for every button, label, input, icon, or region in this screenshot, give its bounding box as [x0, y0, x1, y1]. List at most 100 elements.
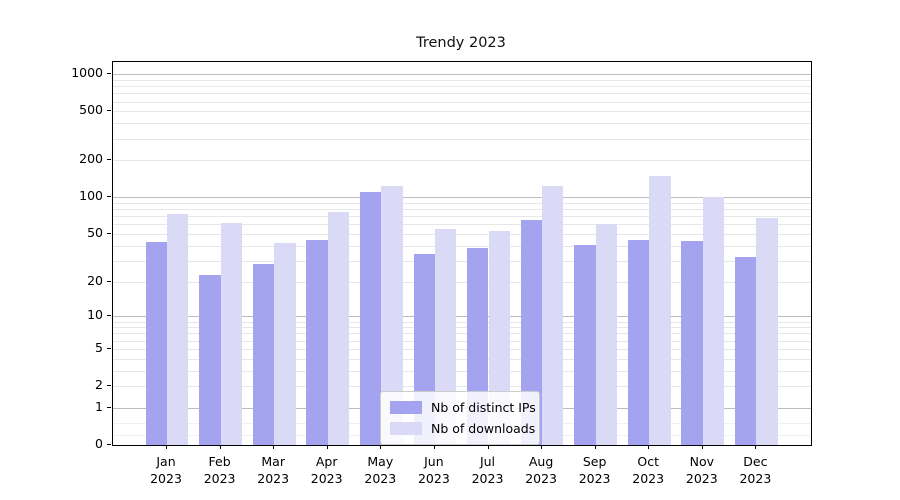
- x-tick-label: May 2023: [364, 454, 397, 486]
- bar-downloads-may: [381, 185, 403, 445]
- gridline-minor: [113, 209, 811, 211]
- y-tick-mark: [107, 233, 111, 234]
- chart-title: Trendy 2023: [416, 35, 506, 51]
- bar-ips-oct: [627, 239, 650, 445]
- gridline-minor: [113, 348, 811, 350]
- bar-downloads-aug: [542, 185, 564, 445]
- y-tick-mark: [107, 110, 111, 112]
- gridline-minor: [113, 386, 811, 388]
- bar-ips-aug: [520, 220, 543, 445]
- gridline-minor: [113, 321, 811, 323]
- y-tick-label: 5: [95, 339, 103, 355]
- legend-swatch-downloads: [390, 422, 422, 435]
- x-tick-mark: [755, 445, 757, 449]
- bar-downloads-feb: [220, 222, 242, 445]
- legend-item-distinct-ips: Nb of distinct IPs: [390, 397, 536, 418]
- x-tick-label: Dec 2023: [739, 454, 772, 486]
- gridline-major: [113, 316, 811, 318]
- x-tick-mark: [166, 445, 167, 449]
- bar-ips-jan: [145, 242, 167, 445]
- plot-area: [112, 61, 812, 446]
- bar-ips-mar: [252, 264, 275, 445]
- y-tick-label: 10: [87, 307, 103, 323]
- x-tick-mark: [541, 445, 543, 449]
- legend: Nb of distinct IPs Nb of downloads: [380, 391, 540, 445]
- x-tick-label: Sep 2023: [578, 454, 611, 486]
- gridline-minor: [113, 340, 811, 342]
- gridline-minor: [113, 80, 811, 81]
- y-tick-mark: [107, 385, 111, 387]
- gridline-minor: [113, 86, 811, 88]
- x-tick-label: Jul 2023: [471, 454, 504, 486]
- legend-swatch-distinct-ips: [390, 401, 422, 414]
- gridline-major: [113, 197, 811, 199]
- bar-ips-dec: [735, 257, 757, 445]
- x-tick-label: Oct 2023: [632, 454, 665, 486]
- gridline-minor: [113, 216, 811, 218]
- x-tick-label: Mar 2023: [257, 454, 290, 486]
- gridline-minor: [113, 138, 811, 140]
- y-tick-label: 50: [87, 225, 103, 240]
- x-tick-label: Jun 2023: [417, 454, 450, 486]
- x-tick-mark: [701, 445, 703, 449]
- y-tick-label: 2: [95, 377, 103, 393]
- gridline-minor: [113, 93, 811, 95]
- y-tick-mark: [107, 347, 111, 349]
- y-tick-mark: [107, 159, 111, 161]
- y-tick-label: 20: [87, 272, 103, 288]
- y-tick-label: 1: [95, 398, 103, 414]
- gridline-minor: [113, 234, 811, 235]
- gridline-minor: [113, 123, 811, 125]
- bar-downloads-sep: [595, 224, 617, 445]
- x-tick-label: Nov 2023: [685, 454, 718, 486]
- x-tick-label: Aug 2023: [525, 454, 557, 486]
- y-tick-mark: [107, 315, 111, 317]
- gridline-minor: [113, 370, 811, 372]
- legend-label: Nb of distinct IPs: [431, 400, 536, 415]
- bar-ips-apr: [306, 239, 328, 445]
- bar-downloads-mar: [274, 243, 296, 445]
- x-tick-label: Jan 2023: [150, 454, 182, 486]
- bar-downloads-nov: [702, 197, 725, 445]
- x-tick-label: Feb 2023: [203, 454, 236, 486]
- x-tick-label: Apr 2023: [310, 454, 343, 486]
- gridline-minor: [113, 203, 811, 204]
- y-tick-mark: [107, 280, 111, 282]
- bar-ips-feb: [199, 274, 221, 445]
- gridline-minor: [113, 224, 811, 226]
- x-tick-mark: [594, 445, 596, 449]
- y-tick-label: 0: [95, 436, 103, 451]
- y-tick-mark: [107, 406, 111, 408]
- y-tick-mark: [107, 444, 111, 445]
- bar-ips-nov: [681, 240, 703, 445]
- y-tick-label: 1000: [71, 65, 103, 81]
- bar-downloads-oct: [649, 175, 671, 445]
- y-tick-label: 500: [79, 102, 103, 118]
- gridline-minor: [113, 111, 811, 113]
- x-tick-mark: [487, 445, 489, 449]
- gridline-minor: [113, 245, 811, 247]
- gridline-minor: [113, 358, 811, 360]
- gridline-minor: [113, 281, 811, 283]
- bar-downloads-dec: [756, 217, 778, 445]
- gridline-major: [113, 74, 811, 76]
- legend-item-downloads: Nb of downloads: [390, 418, 535, 439]
- gridline-minor: [113, 101, 811, 103]
- gridline-minor: [113, 160, 811, 162]
- gridline-minor: [113, 333, 811, 335]
- x-tick-mark: [219, 445, 221, 449]
- y-tick-label: 200: [79, 151, 103, 167]
- bar-downloads-jan: [167, 214, 189, 445]
- legend-label: Nb of downloads: [431, 421, 536, 436]
- x-tick-mark: [273, 445, 275, 449]
- gridline-minor: [113, 327, 811, 329]
- x-tick-mark: [433, 445, 435, 449]
- bar-ips-may: [359, 192, 382, 445]
- x-tick-mark: [380, 445, 382, 449]
- y-tick-mark: [107, 196, 111, 198]
- x-tick-mark: [326, 445, 328, 449]
- bar-downloads-apr: [327, 211, 350, 445]
- y-tick-label: 100: [79, 188, 103, 204]
- y-tick-mark: [107, 73, 111, 75]
